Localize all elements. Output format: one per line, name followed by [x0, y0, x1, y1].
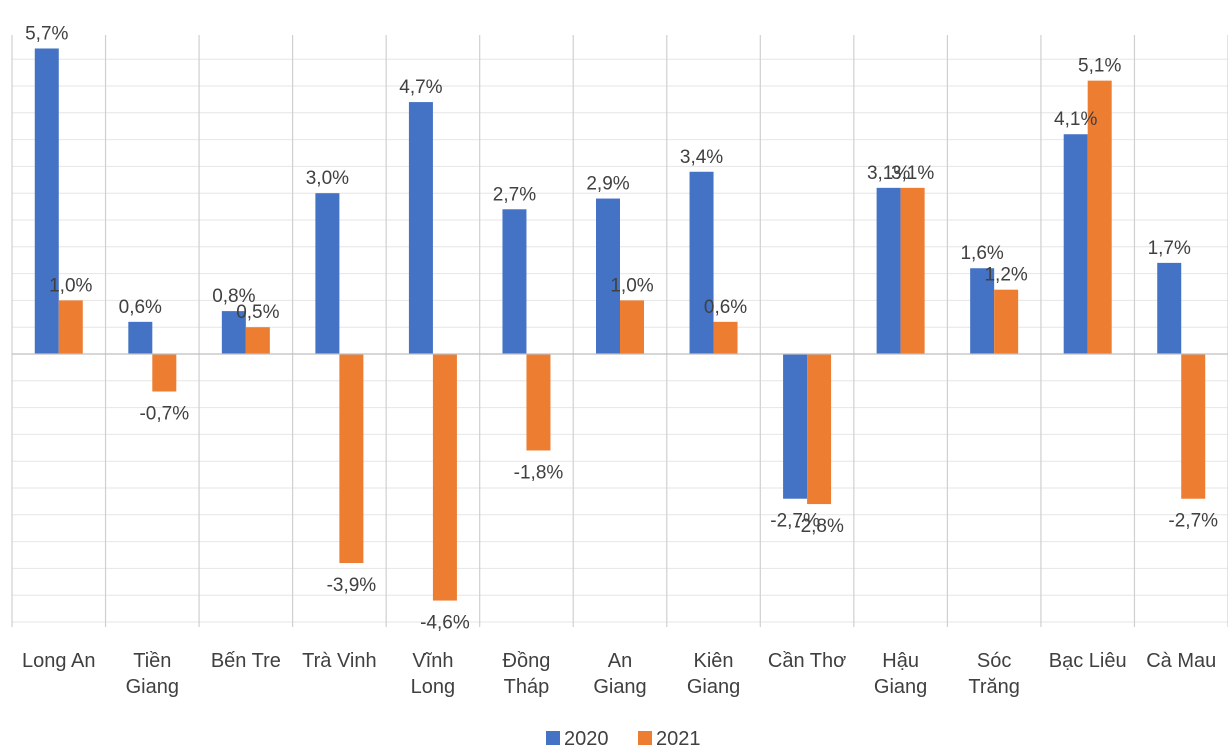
- bar-2020: [1157, 262, 1182, 354]
- data-label-2021: 1,0%: [610, 275, 653, 296]
- category-label-line: Giang: [687, 676, 740, 698]
- category-label-line: Giang: [593, 676, 646, 698]
- category-label: Kiên Giang: [687, 650, 740, 698]
- data-label-2021: 0,5%: [236, 302, 279, 323]
- bar-2021: [245, 327, 270, 354]
- category-label-line: Sóc: [977, 650, 1011, 672]
- data-label-2020: 2,9%: [586, 174, 629, 195]
- category-label: Đồng Tháp: [503, 650, 551, 698]
- legend: 2020 2021: [546, 728, 701, 748]
- category-label: Hậu Giang: [874, 650, 927, 698]
- data-label-2021: 5,1%: [1078, 56, 1121, 77]
- category-labels: Long An Tiền Giang Bến Tre Trà Vinh Vĩnh Long Đ…: [22, 650, 1216, 698]
- data-label-2020: 2,7%: [493, 184, 536, 205]
- category-dividers: [11, 35, 1228, 627]
- legend-label-2021: 2021: [656, 728, 701, 748]
- bar-2021: [713, 321, 738, 354]
- category-label: Vĩnh Long: [411, 650, 456, 698]
- legend-swatch-2020: [546, 731, 560, 745]
- data-label-2020: 3,1%: [867, 163, 910, 184]
- bar-2020: [970, 268, 995, 354]
- data-label-2020: 0,6%: [119, 297, 162, 318]
- bars: [34, 48, 1206, 601]
- category-label: Cà Mau: [1146, 650, 1216, 672]
- category-label-line: Giang: [126, 676, 179, 698]
- bar-2020: [221, 311, 246, 354]
- category-label: Tiền Giang: [126, 650, 179, 698]
- category-label: Cần Thơ: [768, 650, 846, 672]
- data-label-2021: -4,6%: [420, 613, 470, 634]
- data-label-2020: -2,7%: [770, 511, 820, 532]
- category-label-line: Tiền: [133, 650, 171, 672]
- data-label-2020: 3,0%: [306, 168, 349, 189]
- bar-2020: [876, 187, 901, 354]
- legend-label-2020: 2020: [564, 728, 609, 748]
- bar-2021: [152, 354, 177, 392]
- bar-2020: [596, 198, 620, 354]
- category-label-line: Long An: [22, 650, 95, 672]
- bar-2021: [620, 300, 644, 354]
- bar-2021: [339, 354, 364, 564]
- data-label-2020: 1,6%: [960, 243, 1003, 264]
- bar-2020: [783, 354, 808, 499]
- data-label-2021: 0,6%: [704, 297, 747, 318]
- category-label-line: Bạc Liêu: [1049, 650, 1127, 672]
- category-label: Bến Tre: [211, 650, 281, 672]
- category-label-line: Long: [411, 676, 456, 698]
- data-label-2021: -3,9%: [327, 575, 377, 596]
- data-label-2020: 4,1%: [1054, 109, 1097, 130]
- data-label-2020: 1,7%: [1148, 238, 1191, 259]
- category-label-line: Vĩnh: [412, 650, 453, 672]
- category-label-line: Tháp: [504, 676, 550, 698]
- category-label: An Giang: [593, 650, 646, 698]
- bar-2020: [408, 102, 433, 354]
- data-label-2021: -2,8%: [794, 516, 844, 537]
- category-label-line: Kiên: [694, 650, 734, 672]
- bar-2021: [1181, 354, 1206, 499]
- category-label: Trà Vinh: [302, 650, 376, 672]
- bar-2020: [689, 171, 714, 354]
- data-label-2021: -0,7%: [139, 404, 189, 425]
- bar-2021: [58, 300, 83, 354]
- category-label-line: Trăng: [968, 676, 1020, 698]
- category-label: Bạc Liêu: [1049, 650, 1127, 672]
- data-label-2021: 1,2%: [984, 265, 1027, 286]
- data-label-2021: 1,0%: [49, 275, 92, 296]
- data-labels: 5,7% 1,0% 0,6% -0,7% 0,8%0,5% 3,0% -3,9% 4,7% -4…: [25, 23, 1218, 633]
- category-label-line: Hậu: [882, 650, 919, 672]
- bar-2020: [502, 209, 527, 354]
- bar-2020: [34, 48, 59, 354]
- legend-swatch-2021: [638, 731, 652, 745]
- category-label: Sóc Trăng: [968, 650, 1020, 698]
- bar-2021: [526, 354, 551, 451]
- category-label-line: An: [608, 650, 632, 672]
- category-label-line: Bến Tre: [211, 650, 281, 672]
- bar-2021: [900, 187, 925, 354]
- bar-2021: [432, 354, 457, 601]
- bar-2021: [994, 289, 1019, 354]
- bar-2020: [128, 321, 153, 354]
- data-label-2021: -2,7%: [1168, 511, 1218, 532]
- bar-2021: [807, 354, 832, 505]
- category-label-line: Đồng: [503, 650, 551, 672]
- data-label-2021: 3,1%: [891, 163, 934, 184]
- data-label-2021: -1,8%: [514, 462, 564, 483]
- category-label-line: Cần Thơ: [768, 650, 846, 672]
- bar-2020: [315, 193, 340, 354]
- data-label-2020: 0,8%: [212, 286, 255, 307]
- category-label-line: Trà Vinh: [302, 650, 376, 672]
- category-label: Long An: [22, 650, 95, 672]
- bar-2020: [1063, 134, 1088, 354]
- category-label-line: Cà Mau: [1146, 650, 1216, 672]
- category-label-line: Giang: [874, 676, 927, 698]
- data-label-2020: 5,7%: [25, 23, 68, 44]
- data-label-2020: 4,7%: [399, 77, 442, 98]
- bar-2021: [1087, 80, 1112, 354]
- data-label-2020: 3,4%: [680, 147, 723, 168]
